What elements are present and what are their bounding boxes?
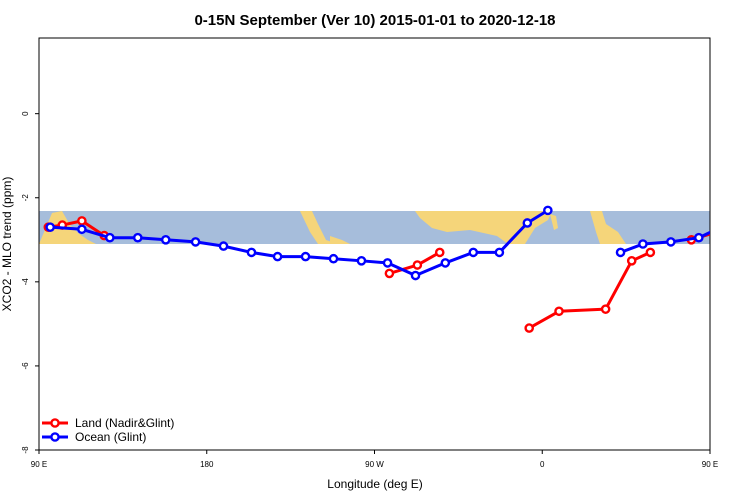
x-tick-label: 0 xyxy=(540,460,545,469)
data-point xyxy=(615,247,626,258)
data-point xyxy=(543,205,553,216)
data-point xyxy=(554,306,564,317)
data-point xyxy=(300,251,311,262)
data-point xyxy=(524,323,535,333)
land-india xyxy=(550,214,558,230)
data-point xyxy=(356,256,367,266)
y-tick-label: 0 xyxy=(21,111,30,116)
legend-marker xyxy=(50,432,60,442)
data-point xyxy=(638,239,648,249)
y-tick-label: -4 xyxy=(21,278,30,286)
data-point xyxy=(384,268,395,279)
legend: Land (Nadir&Glint)Ocean (Glint) xyxy=(42,416,174,444)
legend-label: Land (Nadir&Glint) xyxy=(75,416,174,430)
data-point xyxy=(666,237,676,247)
data-point xyxy=(160,234,171,245)
legend-marker xyxy=(50,418,60,428)
y-axis-label: XCO2 - MLO trend (ppm) xyxy=(0,177,14,312)
data-point xyxy=(410,270,421,281)
x-tick-label: 90 E xyxy=(31,460,47,469)
data-point xyxy=(272,251,283,262)
y-tick-label: -2 xyxy=(21,194,30,202)
legend-label: Ocean (Glint) xyxy=(75,430,146,444)
data-point xyxy=(45,222,55,232)
data-point xyxy=(718,224,725,231)
data-point xyxy=(412,260,423,270)
data-point xyxy=(440,258,451,268)
x-tick-label: 90 W xyxy=(365,460,384,469)
data-point xyxy=(132,232,143,243)
data-point xyxy=(382,258,393,268)
data-point xyxy=(626,256,637,266)
data-point xyxy=(522,218,533,228)
data-point xyxy=(468,247,479,258)
data-point xyxy=(694,232,704,243)
series-layer xyxy=(43,205,749,333)
data-point xyxy=(494,247,505,258)
data-point xyxy=(77,224,87,235)
data-point xyxy=(600,304,611,314)
x-axis-label: Longitude (deg E) xyxy=(327,477,422,491)
data-point xyxy=(742,221,749,228)
land-southeast-asia xyxy=(590,211,626,244)
y-tick-label: -6 xyxy=(21,362,30,370)
ocean-series xyxy=(45,205,749,281)
data-point xyxy=(328,253,339,264)
land-africa xyxy=(415,211,552,244)
data-point xyxy=(105,232,115,243)
data-point xyxy=(246,247,257,258)
data-point xyxy=(218,241,229,251)
x-tick-label: 90 E xyxy=(702,460,718,469)
data-point xyxy=(434,247,445,258)
data-point xyxy=(645,247,656,258)
land-south-america xyxy=(330,236,350,244)
y-tick-label: -8 xyxy=(21,446,30,454)
land-central-america xyxy=(300,211,338,244)
x-tick-label: 180 xyxy=(200,460,214,469)
data-point xyxy=(190,237,201,247)
data-point xyxy=(77,216,87,226)
axes: 90 E 180 90 W 0 90 E 0 -2 -4 -6 -8 xyxy=(21,111,718,469)
data-point xyxy=(729,224,736,231)
chart-title: 0-15N September (Ver 10) 2015-01-01 to 2… xyxy=(194,12,555,29)
